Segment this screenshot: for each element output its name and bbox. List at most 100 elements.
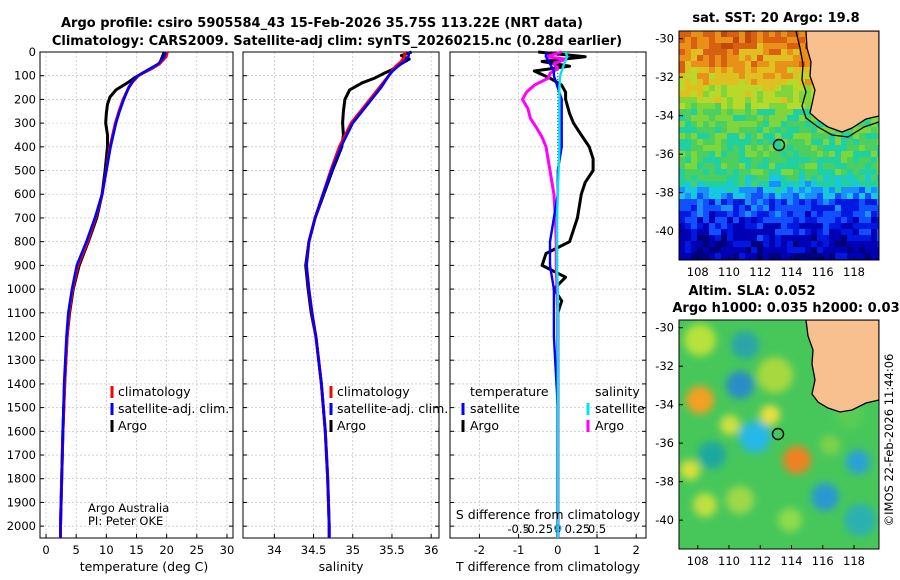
- sst-cell: [787, 157, 793, 163]
- sst-cell: [817, 217, 823, 223]
- sst-cell: [763, 229, 769, 235]
- sst-cell: [751, 217, 757, 223]
- sst-cell: [793, 121, 799, 127]
- sst-cell: [691, 181, 697, 187]
- sst-cell: [679, 253, 685, 259]
- sst-cell: [799, 31, 805, 37]
- sst-cell: [691, 97, 697, 103]
- sst-cell: [739, 127, 745, 133]
- sst-cell: [769, 247, 775, 253]
- sst-cell: [811, 247, 817, 253]
- sst-cell: [799, 211, 805, 217]
- sst-cell: [871, 193, 877, 199]
- sst-cell: [697, 163, 703, 169]
- series-line-climatology: [305, 51, 407, 538]
- sst-cell: [715, 139, 721, 145]
- sst-cell: [787, 187, 793, 193]
- sst-cell: [871, 211, 877, 217]
- sst-cell: [799, 139, 805, 145]
- sst-cell: [739, 79, 745, 85]
- sst-cell: [757, 49, 763, 55]
- sst-cell: [811, 127, 817, 133]
- sst-cell: [721, 157, 727, 163]
- sst-cell: [781, 169, 787, 175]
- sst-cell: [715, 127, 721, 133]
- lat-tick-label: -34: [655, 398, 674, 412]
- sst-cell: [751, 241, 757, 247]
- sst-cell: [769, 139, 775, 145]
- sst-cell: [769, 235, 775, 241]
- sst-cell: [721, 121, 727, 127]
- sst-cell: [841, 217, 847, 223]
- sst-cell: [715, 205, 721, 211]
- sst-cell: [805, 187, 811, 193]
- sst-cell: [811, 133, 817, 139]
- sst-cell: [823, 187, 829, 193]
- sst-cell: [775, 247, 781, 253]
- sst-cell: [745, 97, 751, 103]
- sst-cell: [793, 139, 799, 145]
- sst-cell: [727, 205, 733, 211]
- sst-cell: [697, 79, 703, 85]
- sst-cell: [685, 169, 691, 175]
- sst-cell: [727, 133, 733, 139]
- sst-cell: [697, 247, 703, 253]
- depth-tick-label: 1300: [7, 353, 36, 367]
- sst-cell: [805, 115, 811, 121]
- difference-xlabel: T difference from climatology: [455, 559, 641, 574]
- sst-cell: [841, 169, 847, 175]
- sst-cell: [679, 241, 685, 247]
- lat-tick-label: -30: [655, 32, 674, 46]
- sst-cell: [859, 205, 865, 211]
- sst-cell: [847, 229, 853, 235]
- sla-anomaly-blob: [731, 331, 759, 359]
- sst-cell: [733, 73, 739, 79]
- sst-cell: [859, 157, 865, 163]
- sst-cell: [781, 181, 787, 187]
- sst-cell: [685, 79, 691, 85]
- sst-cell: [709, 73, 715, 79]
- sst-cell: [697, 241, 703, 247]
- sst-cell: [859, 169, 865, 175]
- sst-cell: [727, 73, 733, 79]
- sst-cell: [745, 157, 751, 163]
- sst-cell: [799, 199, 805, 205]
- sst-cell: [781, 241, 787, 247]
- sst-cell: [733, 181, 739, 187]
- sst-cell: [739, 223, 745, 229]
- sst-cell: [829, 151, 835, 157]
- sst-cell: [853, 217, 859, 223]
- sst-cell: [763, 55, 769, 61]
- sst-cell: [697, 223, 703, 229]
- sst-cell: [721, 43, 727, 49]
- sst-cell: [835, 181, 841, 187]
- sst-cell: [787, 103, 793, 109]
- sst-cell: [829, 175, 835, 181]
- sst-cell: [793, 85, 799, 91]
- sst-cell: [805, 181, 811, 187]
- depth-tick-label: 1500: [7, 401, 36, 415]
- sst-cell: [757, 109, 763, 115]
- sst-cell: [691, 229, 697, 235]
- sst-cell: [793, 49, 799, 55]
- sst-cell: [679, 235, 685, 241]
- sst-cell: [703, 247, 709, 253]
- sst-cell: [715, 223, 721, 229]
- sst-cell: [811, 139, 817, 145]
- sst-cell: [691, 175, 697, 181]
- sst-cell: [811, 205, 817, 211]
- sst-cell: [739, 31, 745, 37]
- sst-cell: [733, 133, 739, 139]
- sst-cell: [757, 223, 763, 229]
- sla-map-frame: [678, 319, 880, 550]
- sst-cell: [703, 79, 709, 85]
- sst-cell: [859, 127, 865, 133]
- sst-cell: [703, 103, 709, 109]
- sst-cell: [787, 193, 793, 199]
- sst-cell: [787, 79, 793, 85]
- sst-cell: [787, 85, 793, 91]
- sst-cell: [877, 205, 879, 211]
- sst-cell: [823, 229, 829, 235]
- sst-cell: [751, 139, 757, 145]
- sst-cell: [787, 115, 793, 121]
